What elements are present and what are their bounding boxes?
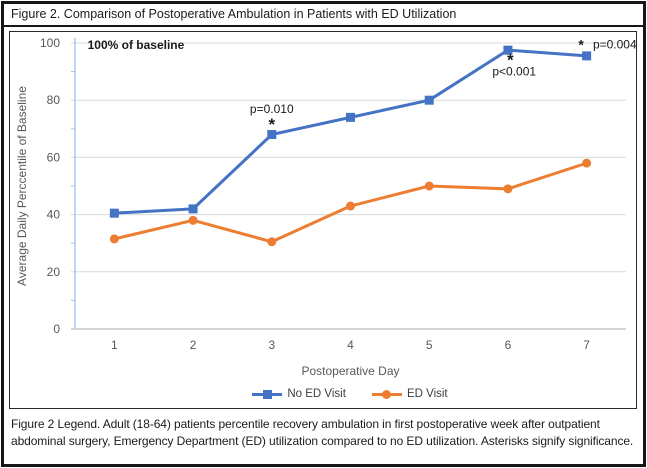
chart-box: 0 20 40 60 80 100 1 2 3 4 5 6 7 Postoperative Day Aver… <box>9 31 637 409</box>
annotation-5: * <box>578 36 584 52</box>
x-tick-label-6: 6 <box>505 338 512 352</box>
line-chart-canvas: 0 20 40 60 80 100 1 2 3 4 5 6 7 Postoperative Day Aver… <box>15 36 636 378</box>
annotation-4: p<0.001 <box>492 65 536 79</box>
chart-legend: No ED Visit ED Visit <box>10 388 636 400</box>
figure-title: Figure 2. Comparison of Postoperative Am… <box>4 4 643 27</box>
marker-ed-visit-day-6 <box>503 184 513 194</box>
y-tick-label-60: 60 <box>47 150 61 164</box>
y-tick-label-80: 80 <box>47 93 61 107</box>
annotation-0: 100% of baseline <box>88 38 185 52</box>
marker-no-ed-visit-day-2 <box>188 204 198 214</box>
circle-icon <box>382 389 392 399</box>
x-axis-title: Postoperative Day <box>301 364 399 378</box>
y-tick-label-20: 20 <box>47 265 61 279</box>
annotation-3: * <box>507 51 514 70</box>
marker-no-ed-visit-day-5 <box>424 95 434 105</box>
legend-label-no-ed-visit: No ED Visit <box>287 388 346 400</box>
x-tick-label-3: 3 <box>268 338 275 352</box>
legend-circle-marker-icon <box>371 389 402 399</box>
marker-no-ed-visit-day-7 <box>582 51 592 61</box>
marker-no-ed-visit-day-3 <box>267 130 277 140</box>
legend-label-ed-visit: ED Visit <box>406 388 448 400</box>
marker-ed-visit-day-7 <box>582 158 592 168</box>
legend-item-ed-visit: ED Visit <box>371 388 448 400</box>
marker-no-ed-visit-day-4 <box>346 112 355 122</box>
x-tick-label-2: 2 <box>190 338 197 352</box>
square-icon <box>262 389 272 399</box>
marker-ed-visit-day-2 <box>188 215 198 225</box>
y-tick-label-40: 40 <box>47 208 61 222</box>
annotation-2: * <box>268 115 275 134</box>
x-tick-label-4: 4 <box>347 338 354 352</box>
marker-ed-visit-day-3 <box>267 237 277 247</box>
figure-caption: Figure 2 Legend. Adult (18-64) patients … <box>11 417 634 448</box>
chart-area: 0 20 40 60 80 100 1 2 3 4 5 6 7 Postoperative Day Aver… <box>4 27 643 409</box>
y-axis-title: Average Daily Perccentile of Baseline <box>15 86 29 286</box>
marker-ed-visit-day-4 <box>346 201 355 211</box>
marker-no-ed-visit-day-6 <box>503 45 513 55</box>
legend-item-no-ed-visit: No ED Visit <box>252 388 346 400</box>
marker-ed-visit-day-5 <box>424 181 434 191</box>
legend-square-marker-icon <box>252 389 283 399</box>
x-tick-label-5: 5 <box>426 338 433 352</box>
annotation-6: p=0.004 <box>593 38 636 52</box>
y-tick-label-0: 0 <box>53 322 60 336</box>
annotation-1: p=0.010 <box>250 102 294 116</box>
x-tick-label-1: 1 <box>111 338 118 352</box>
marker-ed-visit-day-1 <box>109 234 119 244</box>
marker-no-ed-visit-day-1 <box>109 208 119 218</box>
x-tick-label-7: 7 <box>583 338 590 352</box>
y-tick-label-100: 100 <box>40 36 60 50</box>
